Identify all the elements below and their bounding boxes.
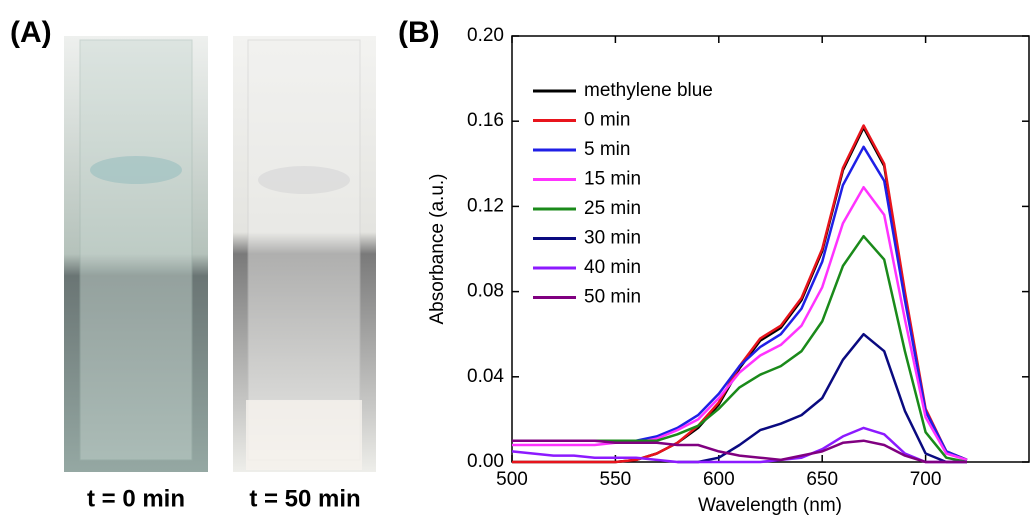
panel-label: (B) (398, 16, 440, 49)
series-line (512, 185, 968, 462)
x-tick-label: 650 (806, 469, 838, 490)
y-tick-label: 0.20 (467, 25, 504, 46)
x-axis-title: Wavelength (nm) (698, 495, 842, 516)
legend-label: 40 min (584, 257, 641, 278)
y-tick-label: 0.16 (467, 110, 504, 131)
y-tick-label: 0.00 (467, 451, 504, 472)
caption: t = 50 min (249, 485, 360, 512)
photo-left (64, 36, 208, 472)
legend-label: 0 min (584, 110, 630, 131)
series-line (512, 439, 967, 464)
x-tick-label: 600 (703, 469, 735, 490)
y-tick-label: 0.04 (467, 366, 504, 387)
panel-label: (A) (10, 16, 52, 49)
x-tick-label: 550 (600, 469, 632, 490)
y-axis-title: Absorbance (a.u.) (427, 173, 448, 324)
series-line (512, 126, 968, 464)
series-line (511, 426, 967, 464)
x-tick-label: 500 (496, 469, 528, 490)
legend-label: 25 min (584, 198, 641, 219)
legend-label: 30 min (584, 228, 641, 249)
x-tick-label: 700 (910, 469, 942, 490)
series-line (512, 145, 968, 462)
legend-label: 15 min (584, 169, 641, 190)
caption: t = 0 min (87, 485, 185, 512)
legend-label: 5 min (584, 139, 630, 160)
photo-right (233, 36, 376, 472)
y-tick-label: 0.12 (467, 195, 504, 216)
y-tick-label: 0.08 (467, 281, 504, 302)
legend-label: 50 min (584, 287, 641, 308)
legend-label: methylene blue (584, 80, 713, 101)
